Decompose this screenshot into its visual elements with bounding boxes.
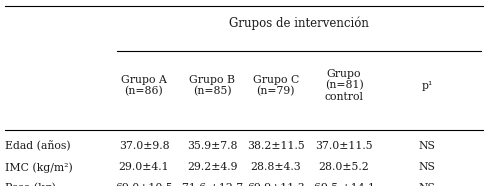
- Text: 29.2±4.9: 29.2±4.9: [187, 162, 238, 172]
- Text: 69.5 ±14.1: 69.5 ±14.1: [313, 183, 375, 186]
- Text: Grupo C
(n=79): Grupo C (n=79): [253, 75, 299, 97]
- Text: 37.0±9.8: 37.0±9.8: [119, 141, 169, 151]
- Text: 69.9±11.3: 69.9±11.3: [247, 183, 305, 186]
- Text: p¹: p¹: [421, 81, 433, 91]
- Text: Grupo
(n=81)
control: Grupo (n=81) control: [325, 69, 364, 102]
- Text: Edad (años): Edad (años): [5, 141, 70, 151]
- Text: NS: NS: [419, 141, 435, 151]
- Text: Grupo B
(n=85): Grupo B (n=85): [189, 75, 235, 97]
- Text: 71.6 ±12.7: 71.6 ±12.7: [182, 183, 243, 186]
- Text: NS: NS: [419, 183, 435, 186]
- Text: IMC (kg/m²): IMC (kg/m²): [5, 162, 73, 173]
- Text: 69.0±10.5: 69.0±10.5: [115, 183, 173, 186]
- Text: Grupos de intervención: Grupos de intervención: [229, 17, 369, 30]
- Text: 37.0±11.5: 37.0±11.5: [315, 141, 373, 151]
- Text: Peso (kg): Peso (kg): [5, 183, 56, 186]
- Text: 28.0±5.2: 28.0±5.2: [319, 162, 369, 172]
- Text: NS: NS: [419, 162, 435, 172]
- Text: 35.9±7.8: 35.9±7.8: [187, 141, 238, 151]
- Text: Grupo A
(n=86): Grupo A (n=86): [121, 75, 167, 97]
- Text: 28.8±4.3: 28.8±4.3: [250, 162, 301, 172]
- Text: 38.2±11.5: 38.2±11.5: [247, 141, 305, 151]
- Text: 29.0±4.1: 29.0±4.1: [119, 162, 169, 172]
